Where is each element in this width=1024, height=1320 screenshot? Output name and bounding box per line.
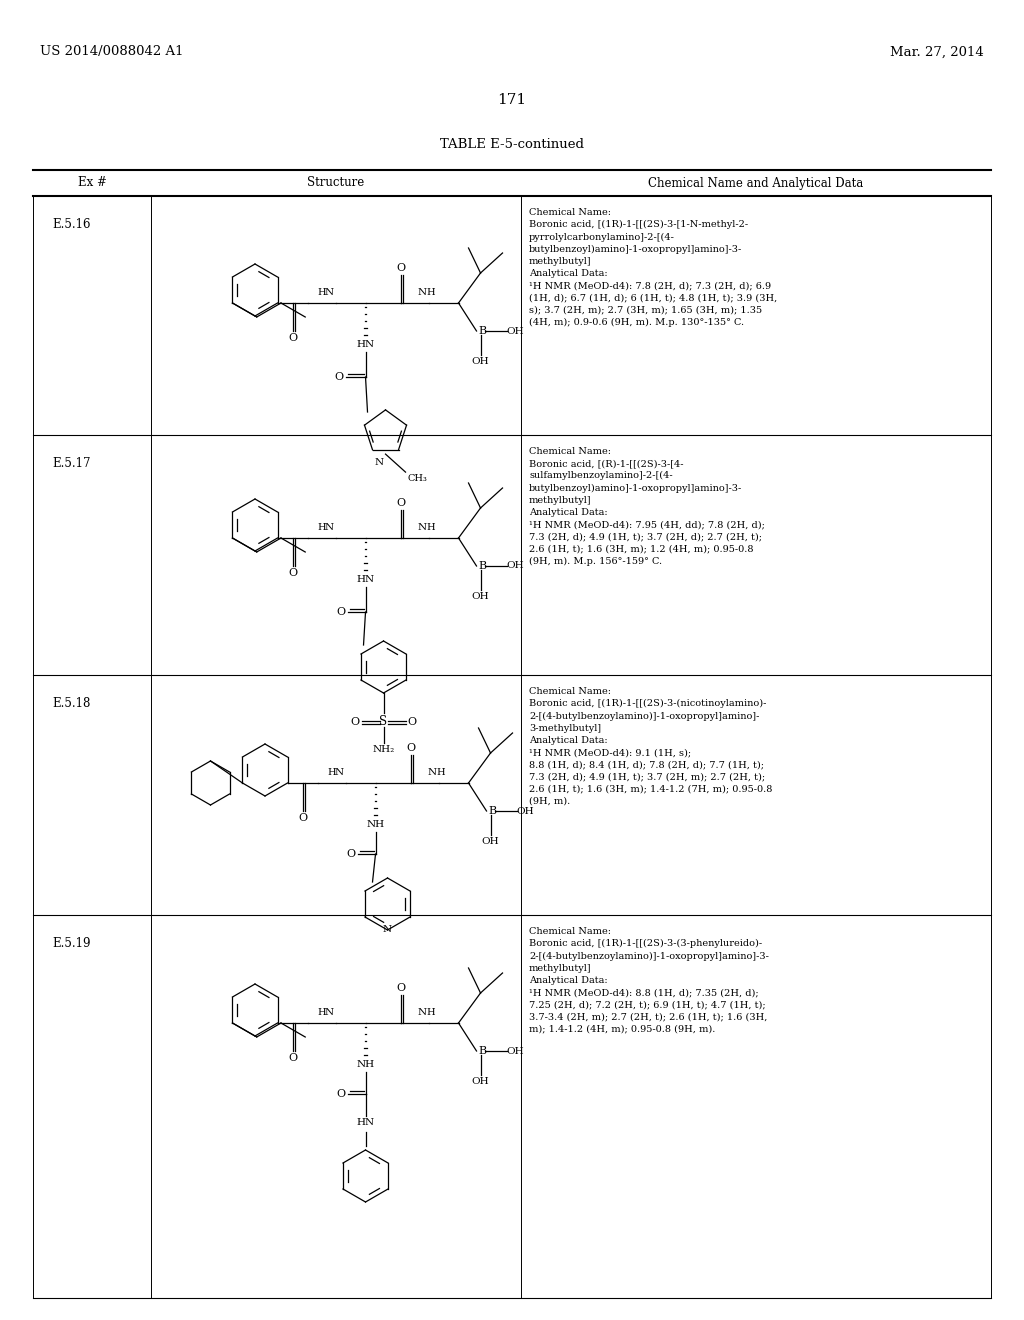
Text: O: O (396, 263, 406, 273)
Text: B: B (478, 1045, 486, 1056)
Text: NH: NH (367, 820, 385, 829)
Text: OH: OH (507, 1047, 524, 1056)
Text: H: H (426, 523, 435, 532)
Text: Ex #: Ex # (78, 177, 106, 190)
Text: Chemical Name:
Boronic acid, [(1R)-1-[[(2S)-3-[1-N-methyl-2-
pyrrolylcarbonylami: Chemical Name: Boronic acid, [(1R)-1-[[(… (529, 209, 777, 327)
Text: OH: OH (481, 837, 500, 846)
Text: O: O (406, 743, 415, 752)
Text: H: H (317, 1008, 326, 1016)
Text: OH: OH (507, 326, 524, 335)
Text: N: N (375, 458, 384, 467)
Text: OH: OH (472, 356, 489, 366)
Text: OH: OH (507, 561, 524, 570)
Text: OH: OH (472, 1077, 489, 1086)
Text: HN: HN (356, 341, 375, 348)
Text: HN: HN (356, 576, 375, 583)
Text: OH: OH (472, 591, 489, 601)
Text: H: H (426, 1008, 435, 1016)
Text: E.5.19: E.5.19 (53, 937, 91, 950)
Text: US 2014/0088042 A1: US 2014/0088042 A1 (40, 45, 183, 58)
Text: NH: NH (356, 1060, 375, 1069)
Text: N: N (418, 1008, 427, 1016)
Text: O: O (337, 1089, 345, 1100)
Text: N: N (418, 288, 427, 297)
Text: B: B (488, 807, 497, 816)
Text: E.5.18: E.5.18 (53, 697, 91, 710)
Text: O: O (337, 607, 345, 616)
Text: Mar. 27, 2014: Mar. 27, 2014 (890, 45, 984, 58)
Text: O: O (346, 849, 355, 859)
Text: O: O (288, 1053, 297, 1063)
Text: N: N (335, 768, 344, 777)
Text: N: N (325, 288, 334, 297)
Text: Chemical Name:
Boronic acid, [(1R)-1-[[(2S)-3-(nicotinoylamino)-
2-[(4-butylbenz: Chemical Name: Boronic acid, [(1R)-1-[[(… (529, 686, 772, 805)
Text: H: H (317, 523, 326, 532)
Text: Chemical Name:
Boronic acid, [(1R)-1-[[(2S)-3-(3-phenylureido)-
2-[(4-butylbenzo: Chemical Name: Boronic acid, [(1R)-1-[[(… (529, 927, 769, 1034)
Text: E.5.17: E.5.17 (53, 457, 91, 470)
Text: O: O (408, 717, 417, 727)
Text: H: H (328, 768, 336, 777)
Text: N: N (428, 768, 437, 777)
Text: O: O (298, 813, 307, 822)
Text: Chemical Name:
Boronic acid, [(R)-1-[[(2S)-3-[4-
sulfamylbenzoylamino]-2-[(4-
bu: Chemical Name: Boronic acid, [(R)-1-[[(2… (529, 447, 765, 566)
Text: O: O (350, 717, 359, 727)
Text: N: N (383, 925, 392, 935)
Text: E.5.16: E.5.16 (53, 218, 91, 231)
Text: O: O (335, 372, 343, 381)
Text: N: N (418, 523, 427, 532)
Text: O: O (288, 333, 297, 343)
Text: CH₃: CH₃ (408, 474, 427, 483)
Text: O: O (396, 983, 406, 993)
Text: HN: HN (356, 1118, 375, 1127)
Text: B: B (478, 561, 486, 572)
Text: O: O (396, 498, 406, 508)
Text: B: B (478, 326, 486, 337)
Text: H: H (426, 288, 435, 297)
Text: Structure: Structure (307, 177, 365, 190)
Text: N: N (325, 523, 334, 532)
Text: NH₂: NH₂ (373, 744, 394, 754)
Text: O: O (288, 568, 297, 578)
Text: TABLE E-5-continued: TABLE E-5-continued (440, 139, 584, 152)
Text: OH: OH (516, 807, 535, 816)
Text: S: S (380, 715, 387, 729)
Text: Chemical Name and Analytical Data: Chemical Name and Analytical Data (648, 177, 863, 190)
Text: N: N (325, 1008, 334, 1016)
Text: 171: 171 (498, 92, 526, 107)
Text: H: H (317, 288, 326, 297)
Text: H: H (436, 768, 444, 777)
